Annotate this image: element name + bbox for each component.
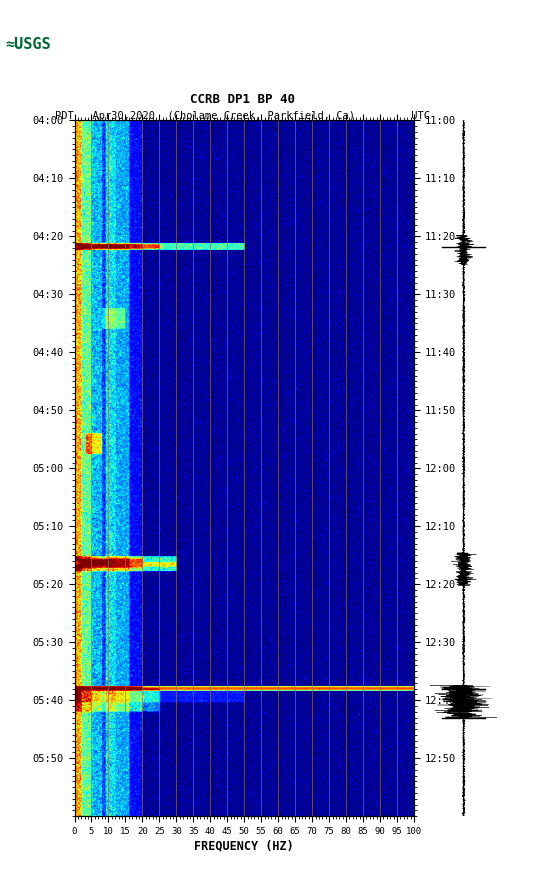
Text: ≈USGS: ≈USGS (6, 37, 51, 52)
Text: PDT   Apr30,2020  (Cholame Creek, Parkfield, Ca)         UTC: PDT Apr30,2020 (Cholame Creek, Parkfield… (55, 111, 431, 121)
Text: CCRB DP1 BP 40: CCRB DP1 BP 40 (190, 94, 295, 106)
X-axis label: FREQUENCY (HZ): FREQUENCY (HZ) (194, 839, 294, 853)
